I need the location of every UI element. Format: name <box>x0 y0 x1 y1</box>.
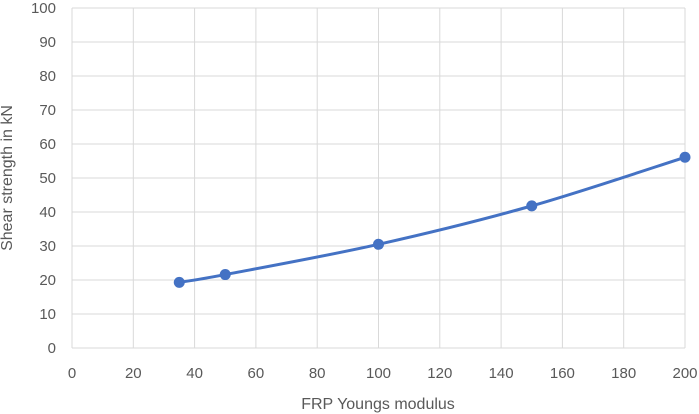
x-axis-title: FRP Youngs modulus <box>301 396 455 413</box>
y-tick-label: 70 <box>39 102 56 119</box>
data-point <box>373 238 384 250</box>
y-tick-label: 10 <box>39 306 56 323</box>
data-point <box>679 151 691 163</box>
y-tick-label: 0 <box>48 340 56 357</box>
x-tick-label: 100 <box>366 365 391 382</box>
data-point <box>173 276 185 288</box>
x-tick-label: 40 <box>186 365 203 382</box>
x-tick-label: 140 <box>489 365 514 382</box>
x-tick-label: 20 <box>125 365 142 382</box>
series-line <box>177 155 687 284</box>
y-tick-label: 40 <box>39 204 56 221</box>
y-tick-label: 50 <box>39 170 56 187</box>
data-point <box>526 200 538 212</box>
x-tick-label: 0 <box>68 365 76 382</box>
x-tick-label: 180 <box>611 365 636 382</box>
x-tick-label: 60 <box>248 365 265 382</box>
grid <box>71 7 686 349</box>
series-group <box>173 151 691 288</box>
y-tick-label: 100 <box>31 0 56 17</box>
y-tick-label: 30 <box>39 238 56 255</box>
y-axis-title: Shear strength in kN <box>0 105 16 251</box>
x-tick-label: 160 <box>550 365 575 382</box>
y-tick-label: 60 <box>39 136 56 153</box>
x-tick-label: 200 <box>672 365 697 382</box>
y-tick-label: 90 <box>39 34 56 51</box>
y-tick-label: 80 <box>39 68 56 85</box>
y-tick-label: 20 <box>39 272 56 289</box>
x-tick-label: 120 <box>427 365 452 382</box>
y-axis-ticks: 0 10 20 30 40 50 60 70 80 90 100 <box>31 0 56 357</box>
x-tick-label: 80 <box>309 365 326 382</box>
data-point <box>219 269 231 281</box>
x-axis-ticks: 0 20 40 60 80 100 120 140 160 180 200 <box>68 365 698 382</box>
